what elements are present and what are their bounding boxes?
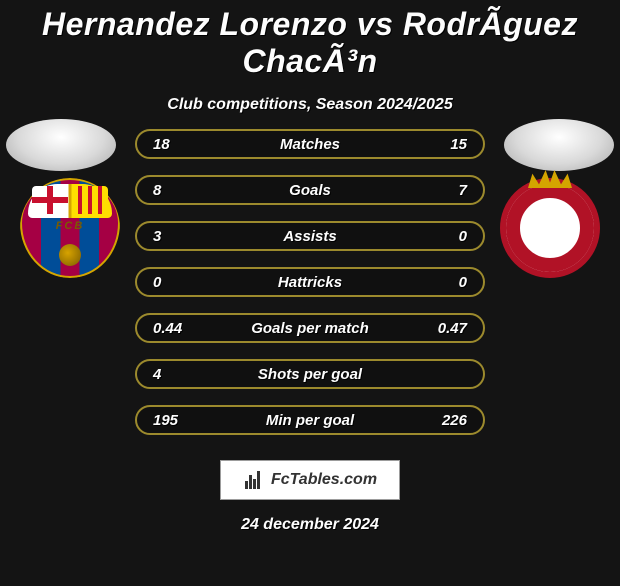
stat-value-left: 18 xyxy=(153,136,191,153)
subtitle: Club competitions, Season 2024/2025 xyxy=(0,96,620,114)
stat-label: Hattricks xyxy=(191,274,429,291)
barcelona-crest-icon: FCB xyxy=(20,178,120,278)
club-left-crest: FCB xyxy=(20,178,120,278)
stat-value-right: 0.47 xyxy=(429,320,467,337)
bar-chart-icon xyxy=(243,469,265,491)
club-left-abbr: FCB xyxy=(20,220,120,232)
stat-row: 3Assists0 xyxy=(135,221,485,251)
stat-row: 8Goals7 xyxy=(135,175,485,205)
stat-label: Shots per goal xyxy=(191,366,429,383)
stat-value-left: 8 xyxy=(153,182,191,199)
stat-value-right: 0 xyxy=(429,228,467,245)
stat-row: 0Hattricks0 xyxy=(135,267,485,297)
footer-brand-text: FcTables.com xyxy=(271,471,377,489)
stat-row: 0.44Goals per match0.47 xyxy=(135,313,485,343)
stat-row: 195Min per goal226 xyxy=(135,405,485,435)
stat-label: Goals per match xyxy=(191,320,429,337)
stat-value-left: 4 xyxy=(153,366,191,383)
page-title: Hernandez Lorenzo vs RodrÃ­guez ChacÃ³n xyxy=(0,6,620,80)
stats-table: 18Matches158Goals73Assists00Hattricks00.… xyxy=(135,129,485,451)
stat-value-right: 15 xyxy=(429,136,467,153)
stat-value-right: 0 xyxy=(429,274,467,291)
stat-row: 4Shots per goal xyxy=(135,359,485,389)
stat-value-left: 195 xyxy=(153,412,191,429)
stat-label: Matches xyxy=(191,136,429,153)
leonesa-crest-icon xyxy=(500,178,600,278)
stat-label: Min per goal xyxy=(191,412,429,429)
stat-value-left: 0.44 xyxy=(153,320,191,337)
stat-value-left: 3 xyxy=(153,228,191,245)
stat-label: Goals xyxy=(191,182,429,199)
club-right-crest xyxy=(500,178,600,278)
player-left-photo xyxy=(6,119,116,171)
stat-value-right: 226 xyxy=(429,412,467,429)
date-label: 24 december 2024 xyxy=(0,516,620,534)
player-right-photo xyxy=(504,119,614,171)
footer-brand-logo[interactable]: FcTables.com xyxy=(220,460,400,500)
stat-row: 18Matches15 xyxy=(135,129,485,159)
stat-value-left: 0 xyxy=(153,274,191,291)
stat-value-right: 7 xyxy=(429,182,467,199)
stat-label: Assists xyxy=(191,228,429,245)
